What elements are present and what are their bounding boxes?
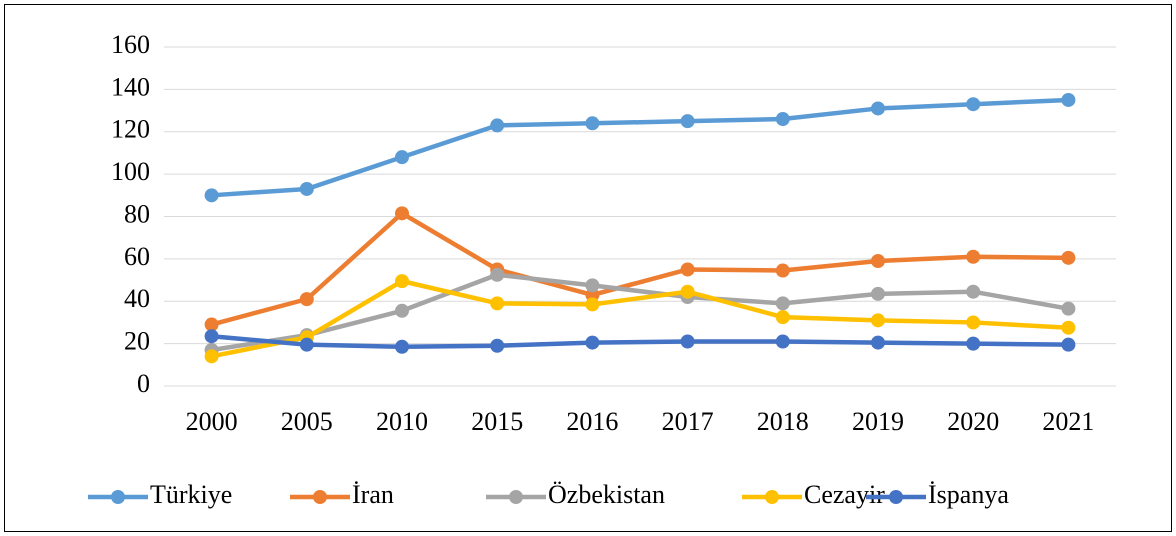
point xyxy=(966,336,981,351)
point xyxy=(871,335,885,350)
series-line xyxy=(211,333,1069,350)
y-tick-label: 80 xyxy=(124,199,150,228)
point xyxy=(490,296,505,311)
point xyxy=(204,349,219,364)
point xyxy=(585,335,600,350)
legend-marker xyxy=(509,490,523,504)
point xyxy=(1061,92,1076,107)
point xyxy=(490,338,505,353)
point xyxy=(966,97,981,112)
point xyxy=(204,329,219,344)
legend-marker xyxy=(889,490,903,504)
legend-label: Özbekistan xyxy=(548,480,665,509)
x-tick-label: 2000 xyxy=(186,407,238,436)
x-tick-label: 2017 xyxy=(662,407,714,436)
y-tick-label: 120 xyxy=(111,115,150,144)
point xyxy=(680,262,695,277)
x-tick-label: 2018 xyxy=(757,407,809,436)
point xyxy=(966,249,981,264)
point xyxy=(1061,250,1076,265)
point xyxy=(680,114,695,129)
y-tick-label: 60 xyxy=(124,242,150,271)
point xyxy=(775,112,790,127)
point xyxy=(395,339,409,354)
series-line xyxy=(211,272,1069,353)
x-tick-label: 2016 xyxy=(566,407,618,436)
point xyxy=(395,303,409,318)
point xyxy=(299,181,314,196)
point xyxy=(775,263,790,278)
x-tick-label: 2020 xyxy=(947,407,999,436)
x-tick-label: 2015 xyxy=(471,407,523,436)
point xyxy=(966,315,981,330)
y-tick-label: 20 xyxy=(124,327,150,356)
point xyxy=(775,334,790,349)
point xyxy=(680,284,695,299)
point xyxy=(490,118,505,133)
point xyxy=(871,253,885,268)
point xyxy=(490,267,505,282)
y-tick-label: 140 xyxy=(111,72,150,101)
point xyxy=(871,313,885,328)
y-tick-label: 0 xyxy=(137,369,150,398)
legend-label: Cezayir xyxy=(804,480,885,509)
point xyxy=(966,284,981,299)
y-tick-label: 160 xyxy=(111,30,150,59)
point xyxy=(585,297,600,312)
y-tick-label: 100 xyxy=(111,157,150,186)
series-line xyxy=(211,211,1069,327)
point xyxy=(299,337,314,352)
point xyxy=(204,317,219,332)
point xyxy=(299,292,314,307)
legend-label: Türkiye xyxy=(150,480,232,509)
legend-marker xyxy=(765,490,779,504)
legend-label: İran xyxy=(352,480,394,509)
point xyxy=(1061,301,1076,316)
legend-marker xyxy=(111,490,125,504)
legend-marker xyxy=(313,490,327,504)
x-tick-label: 2021 xyxy=(1042,407,1094,436)
point xyxy=(395,274,409,289)
point xyxy=(775,310,790,325)
legend-label: İspanya xyxy=(928,480,1009,509)
chart-frame xyxy=(4,4,1172,532)
point xyxy=(585,278,600,293)
series-line xyxy=(211,278,1069,359)
point xyxy=(1061,320,1076,335)
series-line xyxy=(211,97,1069,198)
point xyxy=(395,150,409,165)
point xyxy=(871,286,885,301)
point xyxy=(680,334,695,349)
point xyxy=(395,206,409,221)
x-tick-label: 2019 xyxy=(852,407,904,436)
x-tick-label: 2010 xyxy=(376,407,428,436)
point xyxy=(775,296,790,311)
point xyxy=(585,116,600,131)
point xyxy=(1061,337,1076,352)
x-tick-label: 2005 xyxy=(281,407,333,436)
point xyxy=(871,101,885,116)
point xyxy=(204,188,219,203)
y-tick-label: 40 xyxy=(124,284,150,313)
